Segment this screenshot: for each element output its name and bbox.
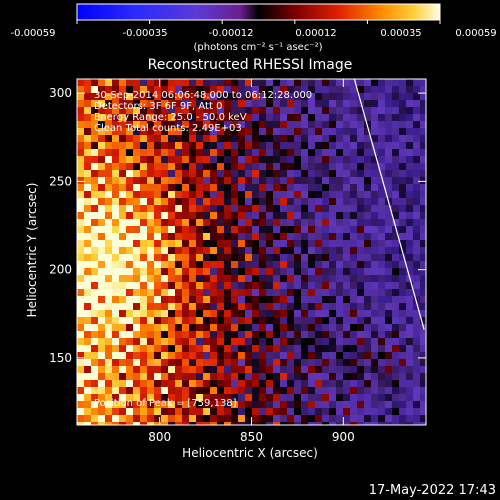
x-axis-label: Heliocentric X (arcsec) bbox=[182, 446, 318, 460]
annotation-detectors: Detectors: 3F 6F 9F, Att 0 bbox=[94, 101, 222, 112]
x-tick-label: 900 bbox=[332, 430, 355, 444]
colorbar-tick-label: 0.00035 bbox=[380, 28, 421, 39]
y-tick-label: 250 bbox=[49, 174, 72, 188]
axis-ticks: 800 850 900 150 200 250 300 bbox=[49, 79, 426, 444]
colorbar-tick-label: -0.00035 bbox=[123, 28, 168, 39]
solar-limb-line bbox=[353, 79, 425, 330]
colorbar-ticks: -0.00059 -0.00035 -0.00012 0.00012 0.00035 0.… bbox=[11, 20, 497, 39]
y-tick-label: 150 bbox=[49, 351, 72, 365]
y-tick-label: 300 bbox=[49, 86, 72, 100]
x-tick-label: 850 bbox=[240, 430, 263, 444]
y-axis-label: Heliocentric Y (arcsec) bbox=[25, 183, 39, 318]
colorbar bbox=[77, 4, 440, 20]
colorbar-frame bbox=[76, 3, 441, 21]
colorbar-tick-label: -0.00012 bbox=[209, 28, 254, 39]
chart-title: Reconstructed RHESSI Image bbox=[148, 57, 353, 73]
colorbar-tick-label: 0.00012 bbox=[295, 28, 336, 39]
annotation-energy: Energy Range: 25.0 - 50.0 keV bbox=[94, 112, 247, 123]
colorbar-units: (photons cm⁻² s⁻¹ asec⁻²) bbox=[193, 42, 322, 53]
annotation-peak: Position of Peak = [759,138] bbox=[94, 398, 237, 409]
annotation-clean: Clean Total counts: 2.49E+03 bbox=[94, 123, 242, 134]
colorbar-tick-label: -0.00059 bbox=[11, 28, 56, 39]
heatmap-image bbox=[77, 79, 426, 425]
annotation-time: 30-Sep-2014 06:06:48.000 to 06:12:28.000 bbox=[94, 90, 312, 101]
footer-timestamp: 17-May-2022 17:43 bbox=[369, 483, 496, 498]
colorbar-tick-label: 0.00059 bbox=[455, 28, 496, 39]
y-tick-label: 200 bbox=[49, 263, 72, 277]
x-tick-label: 800 bbox=[148, 430, 171, 444]
